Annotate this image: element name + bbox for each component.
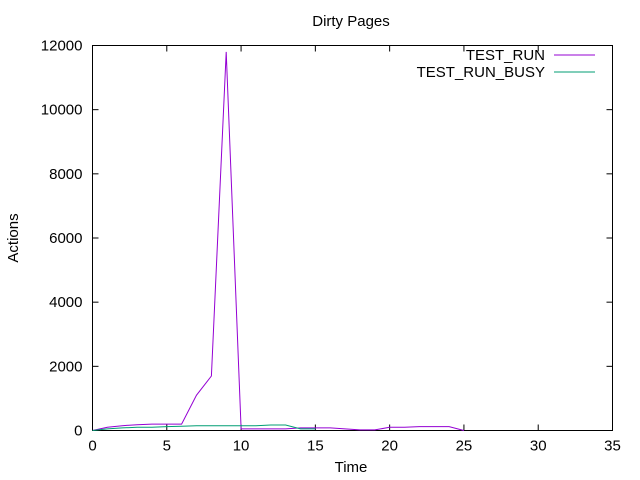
x-axis-label: Time bbox=[335, 459, 368, 476]
series-lines bbox=[92, 51, 465, 431]
y-tick-label: 2000 bbox=[49, 358, 82, 375]
y-tick-label: 6000 bbox=[49, 230, 82, 247]
legend-label: TEST_RUN_BUSY bbox=[417, 64, 545, 81]
x-tick-label: 5 bbox=[163, 438, 171, 455]
x-tick-label: 15 bbox=[307, 438, 324, 455]
axis-ticks: 0 5 10 15 20 25 30 35 0 2000 4000 6000 8000 10000 1200… bbox=[41, 38, 621, 455]
y-axis-label: Actions bbox=[5, 213, 22, 262]
chart-title: Dirty Pages bbox=[312, 13, 390, 30]
x-tick-label: 20 bbox=[381, 438, 398, 455]
y-tick-label: 10000 bbox=[41, 102, 83, 119]
y-tick-label: 8000 bbox=[49, 166, 82, 183]
legend-label: TEST_RUN bbox=[466, 47, 545, 64]
x-tick-label: 25 bbox=[456, 438, 473, 455]
y-tick-label: 12000 bbox=[41, 38, 83, 55]
x-tick-label: 30 bbox=[530, 438, 547, 455]
series-line-test-run-busy bbox=[92, 424, 316, 431]
y-tick-label: 0 bbox=[74, 423, 82, 440]
x-tick-label: 35 bbox=[604, 438, 621, 455]
plot-frame bbox=[92, 45, 613, 431]
x-tick-label: 10 bbox=[233, 438, 250, 455]
x-tick-label: 0 bbox=[88, 438, 96, 455]
y-tick-label: 4000 bbox=[49, 294, 82, 311]
series-line-test-run bbox=[92, 51, 465, 431]
